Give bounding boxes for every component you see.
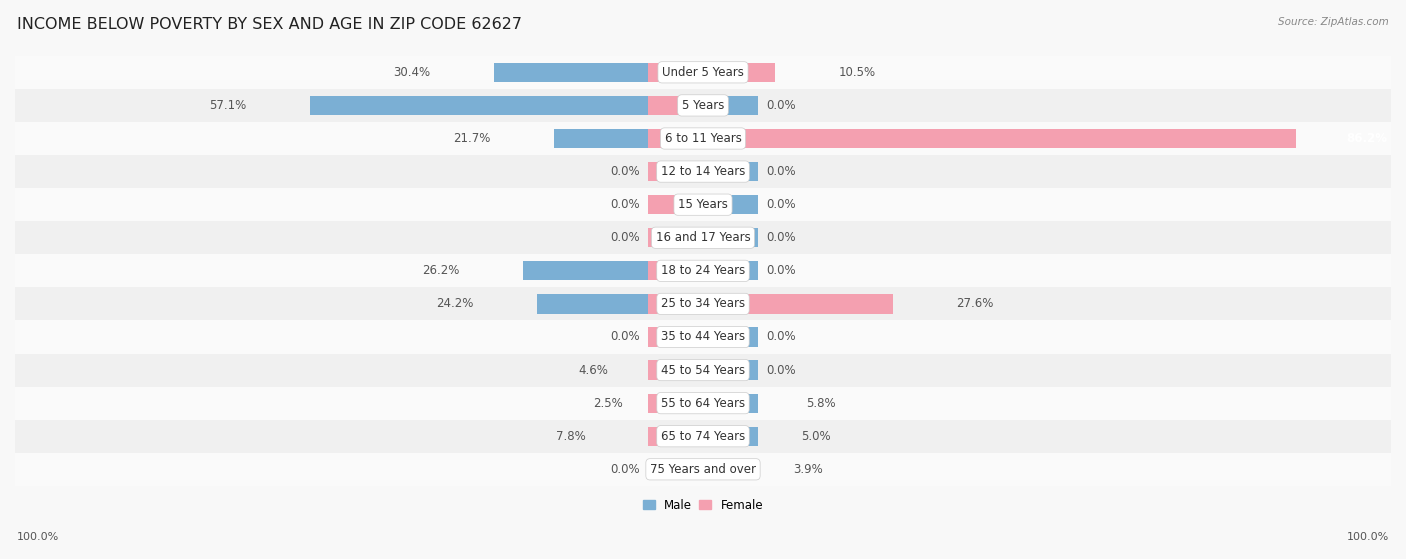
Text: 3.9%: 3.9%: [793, 463, 823, 476]
Bar: [648, 162, 703, 181]
Text: 55 to 64 Years: 55 to 64 Years: [661, 397, 745, 410]
Text: Under 5 Years: Under 5 Years: [662, 66, 744, 79]
Bar: [15, 155, 1391, 188]
Bar: [648, 228, 703, 247]
Bar: [686, 394, 758, 413]
Text: 45 to 54 Years: 45 to 54 Years: [661, 363, 745, 377]
Text: 5.0%: 5.0%: [800, 430, 831, 443]
Text: 2.5%: 2.5%: [593, 397, 623, 410]
Bar: [648, 96, 703, 115]
Text: 75 Years and over: 75 Years and over: [650, 463, 756, 476]
Text: 12 to 14 Years: 12 to 14 Years: [661, 165, 745, 178]
Bar: [648, 459, 730, 479]
Text: 0.0%: 0.0%: [610, 165, 640, 178]
Text: 0.0%: 0.0%: [766, 363, 796, 377]
Bar: [648, 261, 703, 281]
Bar: [15, 387, 1391, 420]
Text: 26.2%: 26.2%: [422, 264, 460, 277]
Bar: [648, 294, 893, 314]
Bar: [703, 459, 758, 479]
Text: INCOME BELOW POVERTY BY SEX AND AGE IN ZIP CODE 62627: INCOME BELOW POVERTY BY SEX AND AGE IN Z…: [17, 17, 522, 32]
Text: 5.8%: 5.8%: [806, 397, 835, 410]
Text: 0.0%: 0.0%: [766, 330, 796, 343]
Text: 16 and 17 Years: 16 and 17 Years: [655, 231, 751, 244]
Bar: [648, 394, 742, 413]
Text: 86.2%: 86.2%: [1347, 132, 1388, 145]
Text: 0.0%: 0.0%: [610, 231, 640, 244]
Bar: [15, 89, 1391, 122]
Text: 10.5%: 10.5%: [838, 66, 876, 79]
Bar: [703, 195, 758, 214]
Bar: [703, 228, 758, 247]
Legend: Male, Female: Male, Female: [638, 494, 768, 517]
Bar: [15, 453, 1391, 486]
Bar: [703, 228, 758, 247]
Bar: [648, 361, 703, 380]
Bar: [648, 195, 703, 214]
Text: 24.2%: 24.2%: [436, 297, 474, 310]
Bar: [15, 320, 1391, 353]
Bar: [15, 254, 1391, 287]
Text: 0.0%: 0.0%: [610, 330, 640, 343]
Text: 5 Years: 5 Years: [682, 99, 724, 112]
Bar: [537, 294, 758, 314]
Text: 18 to 24 Years: 18 to 24 Years: [661, 264, 745, 277]
Text: 15 Years: 15 Years: [678, 198, 728, 211]
Text: 0.0%: 0.0%: [766, 165, 796, 178]
Bar: [15, 56, 1391, 89]
Text: 0.0%: 0.0%: [610, 463, 640, 476]
Bar: [15, 353, 1391, 387]
Bar: [15, 122, 1391, 155]
Text: 65 to 74 Years: 65 to 74 Years: [661, 430, 745, 443]
Text: 30.4%: 30.4%: [394, 66, 430, 79]
Text: 7.8%: 7.8%: [557, 430, 586, 443]
Bar: [703, 195, 758, 214]
Bar: [648, 129, 1296, 148]
Text: 4.6%: 4.6%: [578, 363, 607, 377]
Bar: [554, 129, 758, 148]
Text: 25 to 34 Years: 25 to 34 Years: [661, 297, 745, 310]
Bar: [523, 261, 758, 281]
Text: 21.7%: 21.7%: [453, 132, 491, 145]
Text: 0.0%: 0.0%: [766, 264, 796, 277]
Bar: [703, 162, 758, 181]
Bar: [15, 221, 1391, 254]
Bar: [703, 459, 758, 479]
Text: 57.1%: 57.1%: [209, 99, 247, 112]
Bar: [703, 162, 758, 181]
Text: 100.0%: 100.0%: [1347, 532, 1389, 542]
Bar: [311, 96, 758, 115]
Bar: [15, 188, 1391, 221]
Bar: [648, 63, 775, 82]
Bar: [671, 361, 758, 380]
Text: Source: ZipAtlas.com: Source: ZipAtlas.com: [1278, 17, 1389, 27]
Text: 0.0%: 0.0%: [766, 198, 796, 211]
Bar: [15, 287, 1391, 320]
Bar: [648, 427, 737, 446]
Text: 35 to 44 Years: 35 to 44 Years: [661, 330, 745, 343]
Text: 0.0%: 0.0%: [766, 231, 796, 244]
Text: 6 to 11 Years: 6 to 11 Years: [665, 132, 741, 145]
Bar: [703, 328, 758, 347]
Bar: [15, 420, 1391, 453]
Text: 27.6%: 27.6%: [956, 297, 994, 310]
Text: 100.0%: 100.0%: [17, 532, 59, 542]
Bar: [494, 63, 758, 82]
Text: 0.0%: 0.0%: [610, 198, 640, 211]
Bar: [648, 328, 703, 347]
Bar: [650, 427, 758, 446]
Bar: [703, 328, 758, 347]
Text: 0.0%: 0.0%: [766, 99, 796, 112]
